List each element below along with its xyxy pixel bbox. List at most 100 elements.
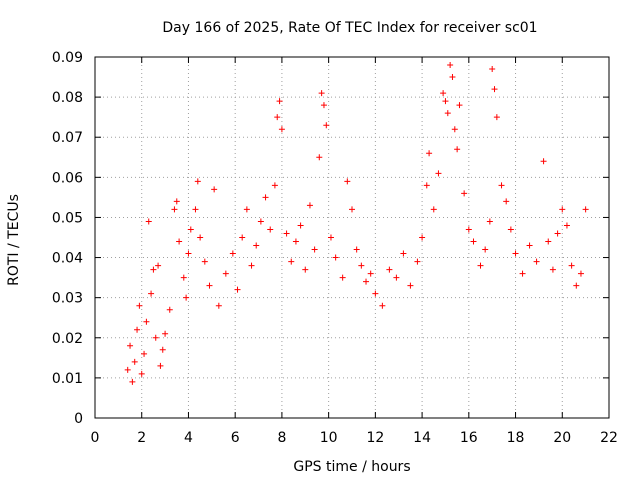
data-point [302,266,309,273]
data-point [372,290,379,297]
y-tick-label: 0.03 [52,291,83,307]
data-point [386,266,393,273]
data-point [297,222,304,229]
x-tick-label: 12 [366,430,384,446]
data-point [257,218,264,225]
data-point [559,206,566,213]
data-point [440,90,447,97]
data-point [456,102,463,109]
data-point [192,206,199,213]
x-tick-label: 8 [277,430,286,446]
data-point [159,346,166,353]
data-point [442,98,449,105]
data-point [173,198,180,205]
data-point [503,198,510,205]
x-tick-label: 22 [600,430,618,446]
data-point [215,302,222,309]
data-point [573,282,580,289]
data-point [274,114,281,121]
data-point [568,262,575,269]
data-point [166,306,173,313]
data-point [278,126,285,133]
x-tick-label: 6 [231,430,240,446]
y-axis-label: ROTI / TECUs [6,194,22,286]
data-point [197,234,204,241]
data-point [150,266,157,273]
data-point [451,126,458,133]
data-point [262,194,269,201]
data-point [533,258,540,265]
data-point [426,150,433,157]
y-tick-label: 0.02 [52,331,83,347]
data-point [271,182,278,189]
data-point [419,234,426,241]
data-point [444,110,451,117]
data-point [306,202,313,209]
data-point [519,270,526,277]
data-point [407,282,414,289]
data-point [349,206,355,213]
y-tick-label: 0.05 [52,210,83,226]
data-point [318,90,325,97]
data-point [577,270,584,277]
data-point [234,286,241,293]
data-point [194,178,201,185]
data-point [229,250,236,257]
data-point [148,290,155,297]
x-axis-label: GPS time / hours [293,459,410,475]
data-point [367,270,374,277]
grid-lines [95,57,609,418]
data-point [124,366,131,373]
data-point [486,218,493,225]
data-point [316,154,323,161]
data-point [465,226,472,233]
data-point [157,362,164,369]
data-point [143,318,150,325]
plot-frame [94,56,610,419]
data-point [127,342,134,349]
data-point [311,246,318,253]
data-point [162,330,169,337]
data-point [138,370,145,377]
y-tick-label: 0.08 [52,90,83,106]
data-point [248,262,255,269]
data-point [447,62,454,69]
x-tick-label: 16 [460,430,478,446]
data-point [180,274,187,281]
data-point [239,234,246,241]
y-tick-label: 0.01 [52,371,83,387]
data-point [430,206,437,213]
data-point [176,238,183,245]
data-point [461,190,468,197]
data-point [185,250,192,257]
data-point [332,254,339,261]
data-point [449,74,456,81]
chart-title: Day 166 of 2025, Rate Of TEC Index for r… [162,20,537,36]
y-tick-label: 0.09 [52,50,83,66]
data-point [414,258,421,265]
x-tick-label: 18 [507,430,525,446]
data-point [454,146,461,153]
data-point [134,326,141,333]
data-point [435,170,442,177]
x-tick-label: 10 [320,430,338,446]
x-tick-label: 4 [184,430,193,446]
data-point [320,102,327,109]
data-point [323,122,330,129]
y-tick-label: 0.07 [52,130,83,146]
x-tick-label: 20 [553,430,571,446]
data-point [243,206,250,213]
data-point [489,66,496,73]
data-point [582,206,589,213]
data-point [470,238,477,245]
y-tick-label: 0.04 [52,251,83,267]
x-tick-label: 0 [91,430,100,446]
data-point [283,230,290,237]
data-point [549,266,556,273]
data-point [187,226,194,233]
data-point [152,334,159,341]
data-point [183,294,190,301]
data-point [358,262,365,269]
data-point [482,246,489,253]
